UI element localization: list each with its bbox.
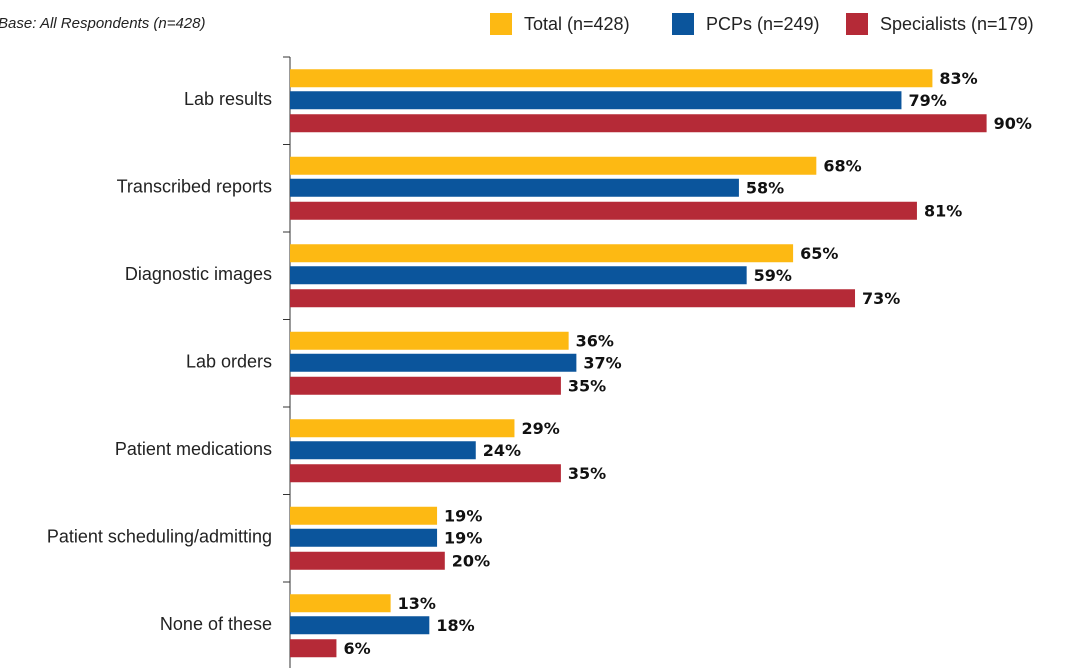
category-label: None of these [160, 614, 272, 634]
bar [290, 464, 561, 483]
value-label: 35% [568, 376, 606, 395]
value-label: 13% [398, 594, 436, 613]
value-label: 18% [436, 616, 474, 635]
bar [290, 91, 902, 110]
bar [290, 616, 430, 635]
bar [290, 506, 438, 525]
category-label: Patient medications [115, 439, 272, 459]
category-label: Lab results [184, 89, 272, 109]
bar [290, 331, 569, 350]
bar [290, 201, 917, 220]
legend-swatch [672, 13, 694, 35]
bar [290, 419, 515, 438]
value-label: 81% [924, 201, 962, 220]
category-label: Patient scheduling/admitting [47, 527, 272, 547]
bar [290, 376, 561, 395]
bar [290, 289, 856, 308]
chart-subtitle: Base: All Respondents (n=428) [0, 15, 206, 32]
value-label: 59% [754, 266, 792, 285]
bar [290, 441, 476, 460]
value-label: 36% [576, 331, 614, 350]
value-label: 79% [908, 91, 946, 110]
value-label: 58% [746, 178, 784, 197]
bar [290, 594, 391, 613]
value-label: 24% [483, 441, 521, 460]
bar [290, 639, 337, 658]
value-label: 20% [452, 551, 490, 570]
bar [290, 156, 817, 175]
value-label: 37% [583, 353, 621, 372]
bar [290, 551, 445, 570]
legend-label: PCPs (n=249) [706, 14, 820, 34]
value-label: 65% [800, 244, 838, 263]
value-label: 90% [994, 114, 1032, 133]
legend-swatch [490, 13, 512, 35]
category-label: Lab orders [186, 352, 272, 372]
bar [290, 114, 987, 133]
legend-label: Specialists (n=179) [880, 14, 1034, 34]
bar [290, 353, 577, 372]
bar [290, 266, 747, 285]
value-label: 19% [444, 528, 482, 547]
value-label: 35% [568, 464, 606, 483]
category-label: Diagnostic images [125, 264, 272, 284]
bar [290, 69, 933, 88]
value-label: 73% [862, 289, 900, 308]
bar [290, 244, 794, 263]
category-label: Transcribed reports [117, 177, 272, 197]
value-label: 29% [521, 419, 559, 438]
value-label: 83% [939, 69, 977, 88]
bar [290, 528, 438, 547]
legend-label: Total (n=428) [524, 14, 630, 34]
legend-swatch [846, 13, 868, 35]
value-label: 19% [444, 506, 482, 525]
value-label: 6% [343, 639, 370, 658]
value-label: 68% [823, 156, 861, 175]
bar [290, 178, 739, 197]
